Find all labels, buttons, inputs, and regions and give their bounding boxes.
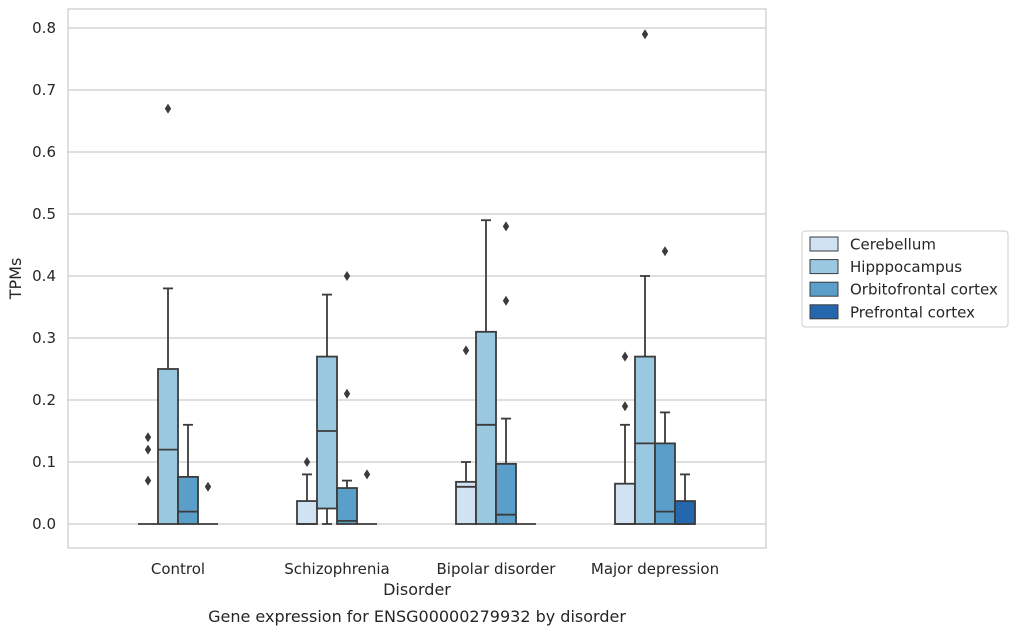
outlier-marker (303, 457, 311, 467)
x-tick-label: Major depression (591, 560, 719, 578)
legend-label: Orbitofrontal cortex (850, 281, 998, 299)
outlier-marker (641, 29, 649, 40)
box-body (654, 442, 676, 525)
box-orbitofrontal-cortex (336, 271, 358, 525)
box-body (455, 480, 477, 525)
outlier-marker (363, 469, 371, 480)
box-series (138, 29, 696, 525)
x-tick-labels: Control Schizophrenia Bipolar disorder Majo… (151, 560, 719, 578)
plot-frame (67, 8, 767, 549)
outlier-marker (621, 401, 629, 412)
x-tick-label: Control (151, 560, 205, 578)
y-tick-label: 0.7 (32, 81, 56, 99)
box-hipppocampus (157, 103, 179, 525)
x-tick-label: Schizophrenia (284, 560, 389, 578)
y-tick-label: 0.5 (32, 205, 56, 223)
box-prefrontal-cortex (198, 481, 218, 525)
box-cerebellum (138, 432, 158, 525)
outlier-marker (144, 444, 152, 455)
x-axis-title: Disorder (383, 580, 451, 599)
y-tick-labels: 0.0 0.1 0.2 0.3 0.4 0.5 0.6 0.7 0.8 (32, 19, 56, 533)
y-tick-label: 0.3 (32, 329, 56, 347)
box-orbitofrontal-cortex (177, 423, 199, 525)
legend-frame (801, 230, 1009, 328)
y-tick-label: 0.1 (32, 453, 56, 471)
box-body (157, 368, 179, 525)
y-axis-title: TPMs (6, 258, 25, 301)
chart-caption: Gene expression for ENSG00000279932 by d… (208, 607, 626, 626)
box-body (614, 482, 636, 525)
legend-label: Cerebellum (850, 236, 936, 254)
outlier-marker (462, 345, 470, 356)
legend-swatch (809, 259, 839, 275)
outlier-marker (343, 388, 351, 399)
box-body (296, 500, 318, 525)
x-tick-label: Bipolar disorder (437, 560, 557, 578)
y-tick-label: 0.6 (32, 143, 56, 161)
box-body (177, 475, 199, 525)
y-tick-label: 0.4 (32, 267, 56, 285)
outlier-marker (164, 103, 172, 114)
box-hipppocampus (475, 219, 497, 525)
box-body (634, 355, 656, 525)
box-orbitofrontal-cortex (654, 246, 676, 525)
y-tick-label: 0.0 (32, 515, 56, 533)
box-hipppocampus (634, 29, 656, 525)
box-orbitofrontal-cortex (495, 221, 517, 525)
y-tick-label: 0.8 (32, 19, 56, 37)
box-hipppocampus (316, 293, 338, 525)
box-prefrontal-cortex (357, 469, 377, 525)
outlier-marker (204, 481, 212, 492)
box-body (674, 500, 696, 525)
box-prefrontal-cortex (674, 473, 696, 525)
legend-swatch (809, 236, 839, 252)
legend-label: Hipppocampus (850, 258, 962, 276)
y-tick-label: 0.2 (32, 391, 56, 409)
outlier-marker (621, 351, 629, 362)
box-body (475, 330, 497, 525)
outlier-marker (343, 271, 351, 281)
legend-label: Prefrontal cortex (850, 303, 975, 321)
outlier-marker (502, 221, 510, 232)
legend-swatch (809, 304, 839, 320)
legend: Cerebellum Hipppocampus Orbitofrontal cort… (801, 230, 1009, 328)
box-body (495, 462, 517, 525)
outlier-marker (144, 432, 152, 443)
box-body (316, 355, 338, 510)
box-cerebellum (455, 345, 477, 525)
outlier-marker (502, 295, 510, 306)
box-cerebellum (296, 457, 318, 525)
box-body (336, 487, 358, 525)
legend-swatch (809, 281, 839, 297)
outlier-marker (661, 246, 669, 257)
outlier-marker (144, 475, 152, 486)
